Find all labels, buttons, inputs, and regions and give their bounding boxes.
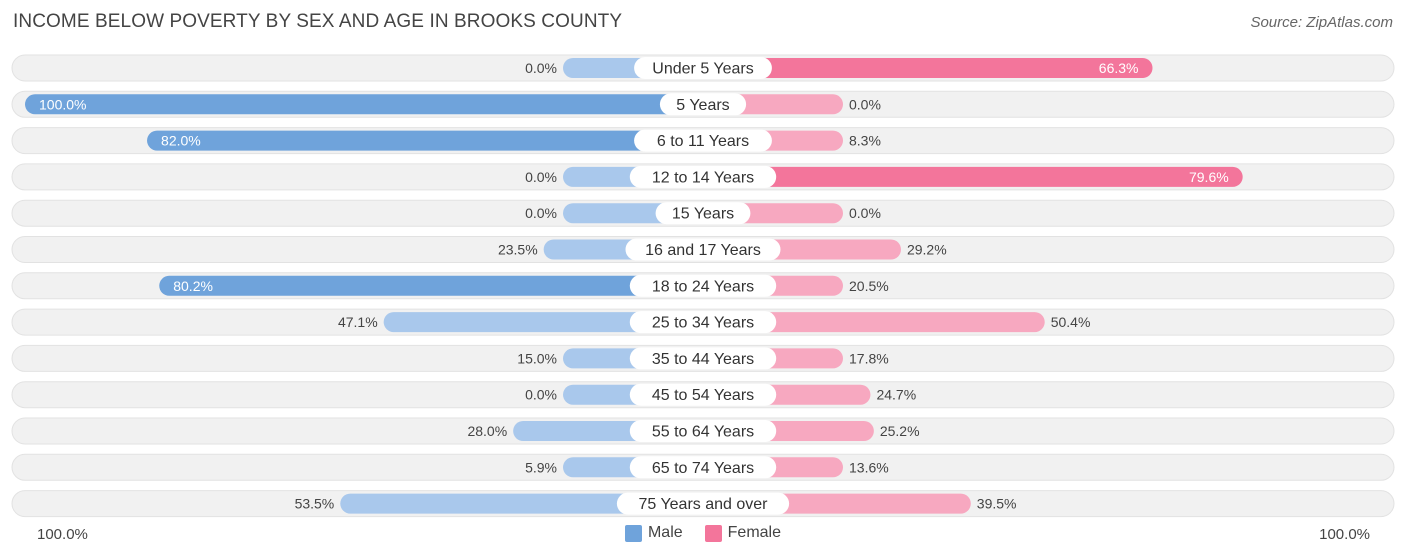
category-label-15-years: 15 Years (672, 206, 734, 223)
legend-item-female: Female (704, 524, 782, 542)
category-pill-12-to-14-years (629, 165, 777, 188)
category-pill-35-to-44-years (629, 347, 777, 370)
category-label-under-5-years: Under 5 Years (652, 61, 753, 78)
axis-right-label: 100.0% (1319, 526, 1370, 543)
category-label-12-to-14-years: 12 to 14 Years (652, 169, 754, 186)
legend-swatch-male (624, 524, 642, 542)
category-label-75-years-and-over: 75 Years and over (639, 496, 769, 513)
legend-label-male: Male (647, 524, 683, 541)
category-pill-6-to-11-years (634, 129, 772, 152)
female-value-under-5-years: 66.3% (1099, 60, 1139, 76)
chart-source: Source: ZipAtlas.com (1250, 14, 1393, 31)
male-bar-18-to-24-years (159, 275, 703, 296)
female-value-5-years: 0.0% (849, 96, 881, 112)
category-pill-25-to-34-years (629, 311, 777, 334)
male-value-35-to-44-years: 15.0% (517, 350, 557, 366)
category-pill-16-and-17-years (625, 238, 781, 261)
male-value-5-years: 100.0% (39, 96, 86, 112)
male-value-6-to-11-years: 82.0% (161, 133, 201, 149)
male-value-under-5-years: 0.0% (525, 60, 557, 76)
category-pill-5-years (659, 93, 747, 116)
male-value-75-years-and-over: 53.5% (295, 496, 335, 512)
female-bar-12-to-14-years (703, 166, 1243, 187)
female-value-75-years-and-over: 39.5% (977, 496, 1017, 512)
category-pill-15-years (655, 202, 751, 225)
female-value-35-to-44-years: 17.8% (849, 350, 889, 366)
female-value-55-to-64-years: 25.2% (880, 423, 920, 439)
female-value-18-to-24-years: 20.5% (849, 278, 889, 294)
male-bar-25-to-34-years (383, 312, 703, 333)
category-label-45-to-54-years: 45 to 54 Years (652, 387, 754, 404)
female-value-65-to-74-years: 13.6% (849, 459, 889, 475)
male-value-45-to-54-years: 0.0% (525, 387, 557, 403)
category-label-65-to-74-years: 65 to 74 Years (652, 460, 754, 477)
category-pill-45-to-54-years (629, 383, 777, 406)
male-value-12-to-14-years: 0.0% (525, 169, 557, 185)
legend-swatch-female (704, 524, 722, 542)
category-pill-75-years-and-over (616, 492, 790, 515)
male-bar-5-years (25, 94, 703, 115)
female-value-15-years: 0.0% (849, 205, 881, 221)
category-label-18-to-24-years: 18 to 24 Years (652, 278, 754, 295)
chart-title: INCOME BELOW POVERTY BY SEX AND AGE IN B… (13, 11, 623, 32)
legend-label-female: Female (727, 524, 782, 541)
male-bar-75-years-and-over (340, 493, 703, 514)
category-label-25-to-34-years: 25 to 34 Years (652, 315, 754, 332)
female-value-12-to-14-years: 79.6% (1189, 169, 1229, 185)
category-pill-65-to-74-years (629, 456, 777, 479)
category-label-16-and-17-years: 16 and 17 Years (645, 242, 761, 259)
category-label-5-years: 5 Years (676, 97, 729, 114)
axis-left-label: 100.0% (37, 526, 88, 543)
male-value-18-to-24-years: 80.2% (173, 278, 213, 294)
category-pill-under-5-years (634, 57, 772, 79)
male-value-55-to-64-years: 28.0% (467, 423, 507, 439)
category-label-35-to-44-years: 35 to 44 Years (652, 351, 754, 368)
female-bar-under-5-years (703, 58, 1153, 78)
male-value-65-to-74-years: 5.9% (525, 459, 557, 475)
female-bar-25-to-34-years (703, 312, 1045, 333)
category-label-6-to-11-years: 6 to 11 Years (657, 133, 749, 150)
male-bar-6-to-11-years (147, 130, 704, 151)
female-value-25-to-34-years: 50.4% (1051, 314, 1091, 330)
female-value-45-to-54-years: 24.7% (876, 387, 916, 403)
category-pill-18-to-24-years (629, 274, 777, 297)
legend: Male Female (0, 524, 1406, 542)
female-value-6-to-11-years: 8.3% (849, 133, 881, 149)
male-value-15-years: 0.0% (525, 205, 557, 221)
male-value-25-to-34-years: 47.1% (338, 314, 378, 330)
legend-item-male: Male (624, 524, 683, 542)
male-value-16-and-17-years: 23.5% (498, 242, 538, 258)
category-pill-55-to-64-years (629, 420, 777, 442)
female-value-16-and-17-years: 29.2% (907, 242, 947, 258)
category-label-55-to-64-years: 55 to 64 Years (652, 424, 754, 441)
